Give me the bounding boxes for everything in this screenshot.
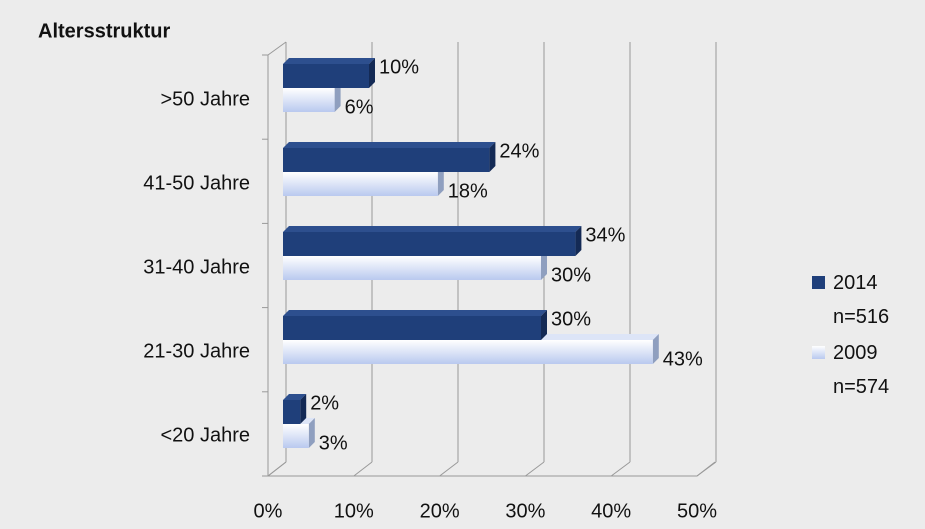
bar xyxy=(283,424,309,448)
value-label: 30% xyxy=(551,264,591,286)
bar-top xyxy=(283,394,307,400)
y-tick-label: 21-30 Jahre xyxy=(143,340,250,362)
chart-title: Altersstruktur xyxy=(38,20,170,42)
value-label: 18% xyxy=(448,180,488,202)
floor-grid xyxy=(696,461,717,477)
bar-top xyxy=(283,310,547,316)
y-tick-label: 31-40 Jahre xyxy=(143,256,250,278)
bar xyxy=(283,148,490,172)
bar xyxy=(283,316,541,340)
floor-grid xyxy=(439,461,459,477)
bar xyxy=(283,172,438,196)
value-label: 6% xyxy=(345,96,374,118)
value-label: 34% xyxy=(585,224,625,246)
legend-entry: 2009 n=574 xyxy=(812,336,912,404)
legend-swatch xyxy=(812,276,825,289)
bar-side xyxy=(437,166,444,196)
bar xyxy=(283,340,653,364)
floor-grid xyxy=(353,461,373,477)
value-label: 43% xyxy=(663,348,703,370)
y-tick-label: <20 Jahre xyxy=(160,424,250,446)
bar-side xyxy=(652,334,659,364)
bar-top xyxy=(283,142,496,148)
bar-side xyxy=(541,250,547,280)
floor-grid xyxy=(525,461,545,477)
bar-side xyxy=(575,226,582,256)
bar-side xyxy=(489,142,496,172)
x-tick-label: 30% xyxy=(505,500,545,522)
legend-entry: 2014 n=516 xyxy=(812,266,912,334)
y-tick-label: >50 Jahre xyxy=(160,88,250,110)
bar xyxy=(283,256,541,280)
bar xyxy=(283,88,335,112)
value-label: 30% xyxy=(551,308,591,330)
x-tick-label: 0% xyxy=(254,500,283,522)
bar-top xyxy=(283,58,375,64)
wall-top-left xyxy=(267,41,287,56)
bar xyxy=(283,400,301,424)
floor-grid xyxy=(267,461,287,477)
value-label: 24% xyxy=(499,140,539,162)
bar-top xyxy=(283,226,582,232)
bar-side xyxy=(369,58,375,88)
legend-label: 2009 n=574 xyxy=(833,342,890,398)
x-tick-label: 50% xyxy=(677,500,717,522)
legend-label: 2014 n=516 xyxy=(833,272,890,328)
bar xyxy=(283,232,576,256)
x-tick-label: 10% xyxy=(334,500,374,522)
bar-side xyxy=(334,82,341,112)
value-label: 3% xyxy=(319,432,348,454)
value-label: 10% xyxy=(379,56,419,78)
y-tick-label: 41-50 Jahre xyxy=(143,172,250,194)
x-tick-label: 40% xyxy=(591,500,631,522)
bar-side xyxy=(308,418,315,448)
legend-swatch xyxy=(812,346,825,359)
x-tick-label: 20% xyxy=(420,500,460,522)
legend: 2014 n=516 2009 n=574 xyxy=(812,266,912,406)
value-label: 2% xyxy=(310,392,339,414)
bar-side xyxy=(541,310,547,340)
bar-side xyxy=(300,394,307,424)
bar xyxy=(283,64,369,88)
floor xyxy=(268,461,716,477)
floor-grid xyxy=(610,461,631,477)
